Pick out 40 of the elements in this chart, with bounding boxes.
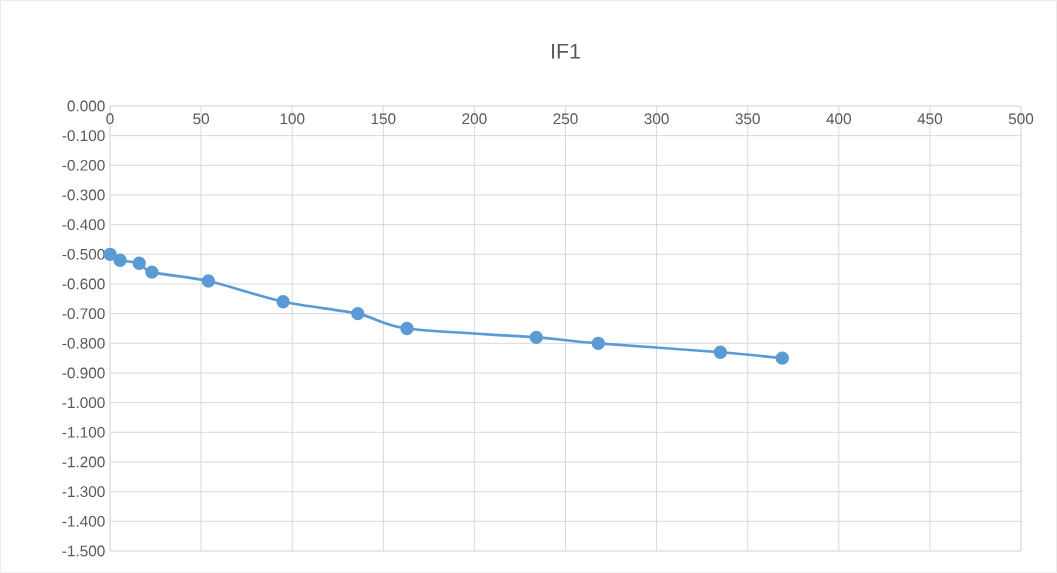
- y-tick-label: -1.500: [62, 545, 105, 557]
- y-tick-label: -0.500: [62, 248, 105, 260]
- y-tick-label: -0.700: [62, 308, 105, 320]
- y-tick-label: -0.200: [62, 159, 105, 171]
- x-tick-label: 400: [826, 113, 851, 125]
- x-tick-label: 200: [462, 113, 487, 125]
- point: [351, 306, 365, 321]
- x-tick-label: 450: [917, 113, 943, 125]
- y-tick-label: 0.000: [67, 100, 105, 112]
- point: [145, 265, 159, 279]
- y-tick-label: -1.000: [62, 397, 105, 409]
- point: [400, 321, 414, 336]
- y-tick-label: -0.600: [62, 278, 105, 290]
- x-tick-label: 150: [371, 113, 396, 125]
- y-tick-label: -1.200: [62, 456, 105, 468]
- y-tick-label: -0.900: [62, 367, 105, 379]
- y-tick-label: -1.100: [62, 426, 105, 438]
- y-tick-label: -0.800: [62, 337, 105, 349]
- x-tick-label: 50: [193, 113, 210, 125]
- point: [201, 274, 216, 288]
- y-tick-label: -1.300: [62, 486, 105, 498]
- x-tick-label: 100: [280, 113, 305, 125]
- point: [529, 330, 544, 345]
- y-tick-label: -0.300: [62, 189, 105, 201]
- point: [132, 256, 146, 270]
- chart-title: IF1: [552, 43, 580, 59]
- point: [113, 253, 127, 267]
- x-tick-label: 300: [644, 113, 669, 125]
- x-tick-label: 0: [106, 113, 114, 125]
- point: [591, 336, 605, 350]
- y-tick-label: -0.400: [62, 219, 105, 231]
- point: [103, 247, 117, 261]
- y-tick-label: -1.400: [62, 515, 105, 527]
- point: [276, 295, 290, 309]
- x-tick-label: 500: [1008, 113, 1034, 125]
- point: [713, 345, 728, 359]
- x-tick-label: 250: [553, 113, 578, 125]
- y-tick-label: -0.100: [62, 130, 105, 142]
- x-tick-label: 350: [735, 113, 760, 125]
- point: [775, 351, 789, 365]
